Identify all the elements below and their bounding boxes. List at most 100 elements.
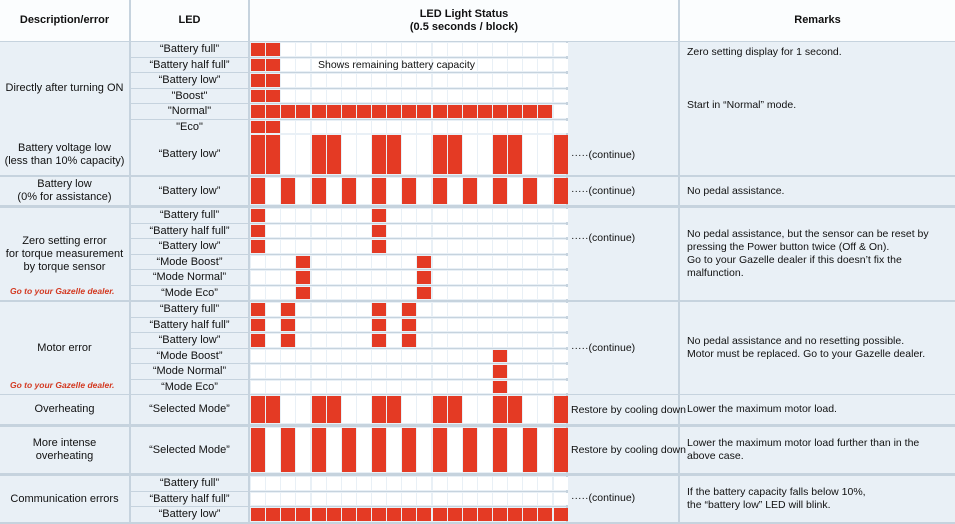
led-block-on [251, 396, 265, 423]
led-block-off [342, 74, 356, 87]
led-block-off [312, 381, 326, 393]
led-block-off [523, 477, 537, 490]
led-block-off [251, 350, 265, 362]
led-block-on [478, 105, 492, 118]
led-block-on [417, 105, 431, 118]
continue-text: ·····(continue) [571, 342, 636, 354]
section-remarks-turn-on: Zero setting display for 1 second. Start … [680, 42, 955, 134]
led-block-off [417, 225, 431, 237]
led-block-off [448, 477, 462, 490]
led-block-off [478, 287, 492, 299]
led-block-off [417, 350, 431, 362]
led-block-off [448, 240, 462, 253]
led-block-on [266, 135, 280, 174]
led-block-off [478, 319, 492, 331]
led-block-off [266, 477, 280, 490]
led-block-off [357, 256, 371, 268]
led-block-off [281, 271, 295, 284]
led-block-off [342, 287, 356, 299]
led-block-off [342, 334, 356, 347]
led-block-on [372, 178, 386, 204]
led-block-on [463, 178, 477, 204]
continue-text: ·····(continue) [571, 149, 636, 161]
led-block-on [448, 396, 462, 423]
led-block-off [433, 225, 447, 237]
led-block-off [538, 319, 552, 331]
led-block-on [251, 240, 265, 253]
led-block-on [493, 396, 507, 423]
led-block-on [357, 508, 371, 521]
led-block-on [251, 135, 265, 174]
led-block-on [296, 508, 310, 521]
led-block-on [523, 178, 537, 204]
led-block-off [508, 43, 522, 56]
led-block-off [523, 396, 537, 423]
led-block-on [372, 334, 386, 347]
section-description-overheating: Overheating [0, 395, 129, 424]
led-block-on [463, 105, 477, 118]
led-label: "Normal" [131, 104, 248, 119]
led-block-off [402, 396, 416, 423]
led-block-off [508, 493, 522, 505]
led-block-off [463, 256, 477, 268]
led-block-off [296, 135, 310, 174]
led-block-off [342, 59, 356, 71]
led-block-off [433, 303, 447, 316]
remarks-content: No pedal assistance and no resetting pos… [687, 302, 947, 394]
led-block-off [342, 365, 356, 378]
led-block-off [312, 477, 326, 490]
led-block-off [342, 90, 356, 102]
remarks-content: If the battery capacity falls below 10%,… [687, 476, 947, 522]
led-block-on [342, 105, 356, 118]
led-block-on [493, 135, 507, 174]
led-block-off [493, 287, 507, 299]
led-block-on [296, 287, 310, 299]
led-block-off [417, 135, 431, 174]
led-block-off [538, 350, 552, 362]
led-block-off [554, 287, 568, 299]
led-block-off [478, 178, 492, 204]
led-block-off [554, 225, 568, 237]
led-block-off [266, 381, 280, 393]
led-block-on [387, 396, 401, 423]
led-block-off [508, 256, 522, 268]
led-block-off [417, 428, 431, 472]
led-block-off [402, 135, 416, 174]
led-block-off [523, 350, 537, 362]
led-block-on [251, 105, 265, 118]
section-description-battery-voltage-low: Battery voltage low (less than 10% capaci… [0, 134, 129, 175]
led-block-off [538, 396, 552, 423]
led-block-off [296, 59, 310, 71]
led-block-off [493, 209, 507, 222]
led-block-off [266, 271, 280, 284]
led-block-off [357, 396, 371, 423]
led-block-off [281, 121, 295, 133]
led-block-off [357, 43, 371, 56]
led-block-off [448, 43, 462, 56]
led-block-off [387, 225, 401, 237]
led-block-on [402, 178, 416, 204]
led-block-on [508, 105, 522, 118]
section-title: Overheating [34, 403, 95, 415]
led-block-off [251, 381, 265, 393]
led-block-on [342, 428, 356, 472]
led-block-off [463, 493, 477, 505]
led-block-off [312, 493, 326, 505]
led-block-on [433, 135, 447, 174]
led-block-off [538, 43, 552, 56]
led-block-off [327, 225, 341, 237]
led-block-on [296, 105, 310, 118]
section-continue-cell-zero-setting-error [568, 208, 678, 300]
led-block-on [508, 396, 522, 423]
led-block-off [312, 59, 326, 71]
remarks-content: Lower the maximum motor load. [687, 395, 947, 424]
led-block-on [433, 396, 447, 423]
led-block-on [478, 508, 492, 521]
led-label: “Mode Boost” [131, 255, 248, 269]
led-block-off [493, 271, 507, 284]
led-block-on [433, 105, 447, 118]
led-block-off [357, 303, 371, 316]
led-block-on [327, 396, 341, 423]
led-block-off [266, 350, 280, 362]
led-block-off [448, 225, 462, 237]
